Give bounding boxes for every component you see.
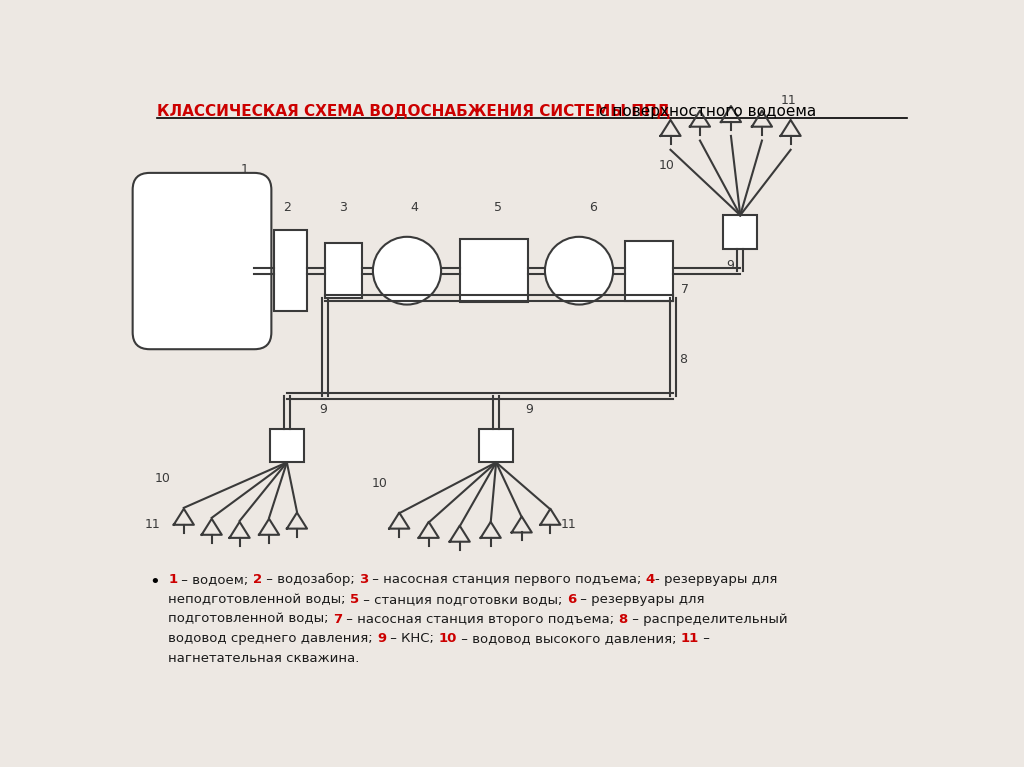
Text: 2: 2: [253, 573, 262, 586]
Text: 4: 4: [411, 202, 419, 215]
Text: с поверхностного водоема: с поверхностного водоема: [599, 104, 816, 119]
Text: 10: 10: [372, 478, 388, 490]
Text: 11: 11: [780, 94, 797, 107]
Text: 6: 6: [567, 593, 577, 606]
Bar: [625, 241, 673, 301]
Text: – КНС;: – КНС;: [386, 632, 438, 645]
Text: 9: 9: [377, 632, 386, 645]
Text: 8: 8: [618, 613, 628, 626]
Text: 11: 11: [681, 632, 698, 645]
Bar: [325, 243, 362, 298]
Text: 5: 5: [350, 593, 359, 606]
Text: – насосная станция первого подъема;: – насосная станция первого подъема;: [369, 573, 646, 586]
Bar: [274, 230, 307, 311]
Text: неподготовленной воды;: неподготовленной воды;: [168, 593, 350, 606]
Text: – насосная станция второго подъема;: – насосная станция второго подъема;: [342, 613, 618, 626]
Text: –: –: [698, 632, 710, 645]
Text: 10: 10: [155, 472, 171, 485]
Text: - резервуары для: - резервуары для: [655, 573, 777, 586]
Text: 6: 6: [589, 202, 597, 215]
Text: 7: 7: [681, 284, 689, 296]
Text: 3: 3: [359, 573, 369, 586]
Text: 9: 9: [525, 403, 534, 416]
Text: – водозабор;: – водозабор;: [262, 573, 359, 586]
Text: 5: 5: [494, 202, 502, 215]
Bar: [479, 429, 513, 463]
Text: 2: 2: [283, 202, 291, 215]
Text: – водовод высокого давления;: – водовод высокого давления;: [457, 632, 681, 645]
Text: 9: 9: [319, 403, 328, 416]
Text: 4: 4: [646, 573, 655, 586]
Text: – станция подготовки воды;: – станция подготовки воды;: [359, 593, 567, 606]
Text: КЛАССИЧЕСКАЯ СХЕМА ВОДОСНАБЖЕНИЯ СИСТЕМЫ ППД: КЛАССИЧЕСКАЯ СХЕМА ВОДОСНАБЖЕНИЯ СИСТЕМЫ…: [158, 104, 676, 119]
Text: 1: 1: [168, 573, 177, 586]
Text: – распределительный: – распределительный: [628, 613, 787, 626]
Bar: [270, 429, 304, 463]
Ellipse shape: [373, 237, 441, 304]
Bar: [460, 239, 528, 302]
Text: 1: 1: [241, 163, 248, 176]
Text: – водоем;: – водоем;: [177, 573, 253, 586]
Text: •: •: [150, 573, 161, 591]
Text: подготовленной воды;: подготовленной воды;: [168, 613, 333, 626]
Text: 3: 3: [340, 202, 347, 215]
Text: – резервуары для: – резервуары для: [577, 593, 705, 606]
Text: водовод среднего давления;: водовод среднего давления;: [168, 632, 377, 645]
Bar: [723, 216, 758, 249]
Text: 9: 9: [726, 259, 734, 272]
Text: нагнетательная скважина.: нагнетательная скважина.: [168, 652, 359, 665]
Text: 8: 8: [679, 353, 687, 366]
Ellipse shape: [545, 237, 613, 304]
Text: 11: 11: [560, 518, 577, 532]
Text: 11: 11: [144, 518, 161, 531]
Text: 7: 7: [333, 613, 342, 626]
Text: 10: 10: [658, 159, 675, 172]
FancyBboxPatch shape: [133, 173, 271, 349]
Text: 10: 10: [438, 632, 457, 645]
